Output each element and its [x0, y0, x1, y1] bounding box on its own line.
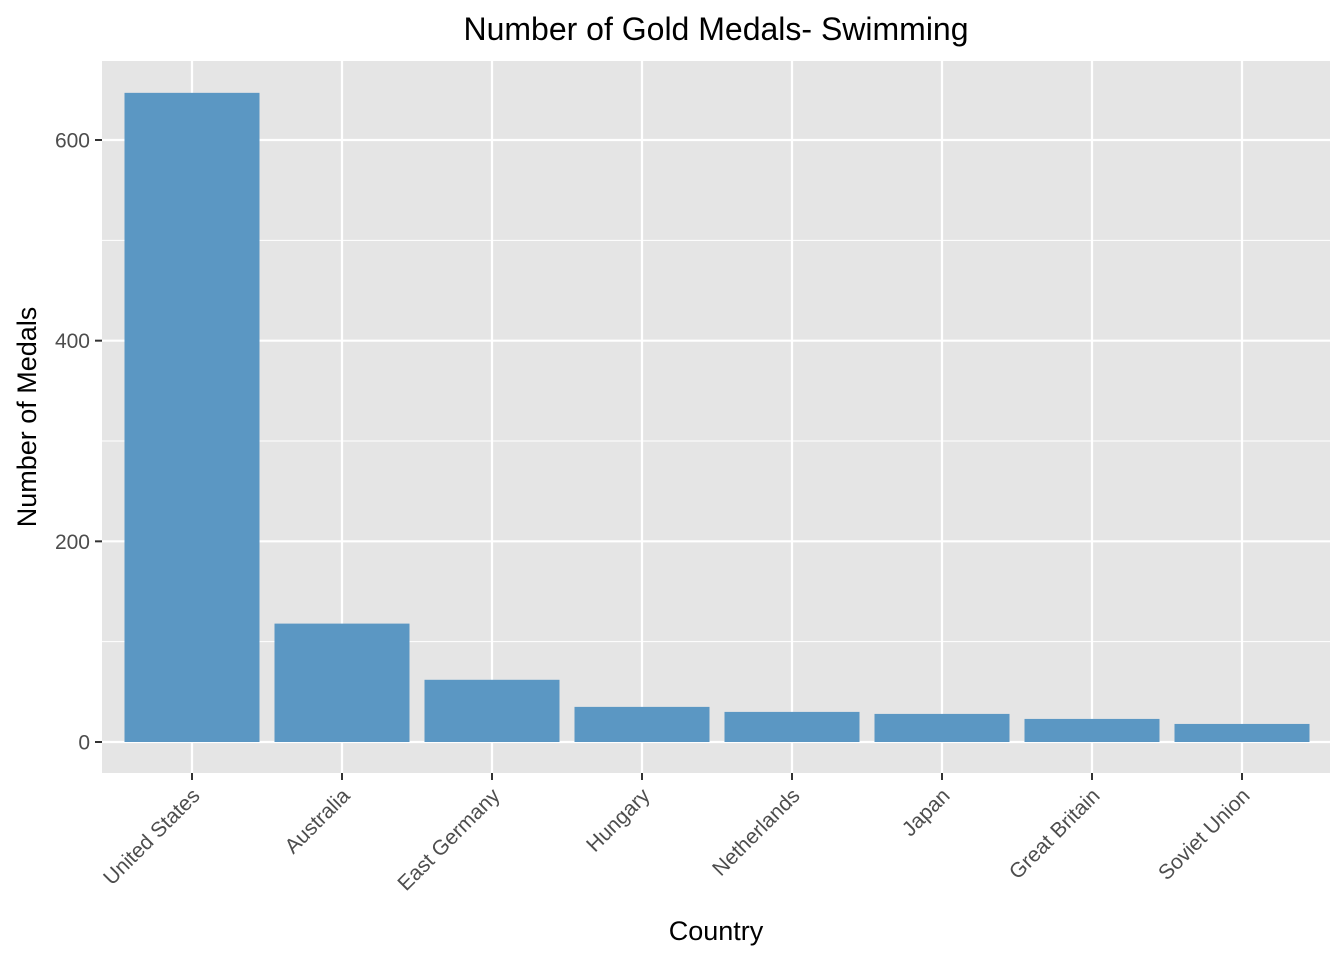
y-tick-label: 400	[55, 330, 90, 353]
x-tick-label: Australia	[280, 784, 354, 858]
bar	[1174, 723, 1310, 742]
bar	[724, 711, 860, 742]
x-tick-label: Hungary	[582, 784, 655, 857]
x-axis: United States Australia East Germany Hungar…	[99, 773, 1255, 896]
bar	[274, 623, 410, 742]
bar	[124, 92, 260, 743]
bar	[424, 679, 560, 742]
x-tick-label: United States	[99, 784, 204, 889]
bar	[1024, 718, 1160, 742]
bar	[574, 706, 710, 742]
x-tick-label: Great Britain	[1005, 784, 1105, 884]
y-tick-label: 0	[78, 732, 90, 755]
bar	[874, 713, 1010, 742]
y-axis-title: Number of Medals	[12, 307, 42, 528]
bars	[124, 92, 1310, 743]
y-axis: 0 200 400 600	[55, 130, 102, 755]
x-axis-title: Country	[669, 916, 764, 946]
chart-title: Number of Gold Medals- Swimming	[463, 11, 968, 47]
x-tick-label: Netherlands	[708, 784, 804, 880]
y-tick-label: 200	[55, 531, 90, 554]
x-tick-label: Soviet Union	[1154, 784, 1254, 884]
y-tick-label: 600	[55, 130, 90, 153]
x-tick-label: Japan	[898, 784, 955, 841]
x-tick-label: East Germany	[393, 784, 505, 896]
